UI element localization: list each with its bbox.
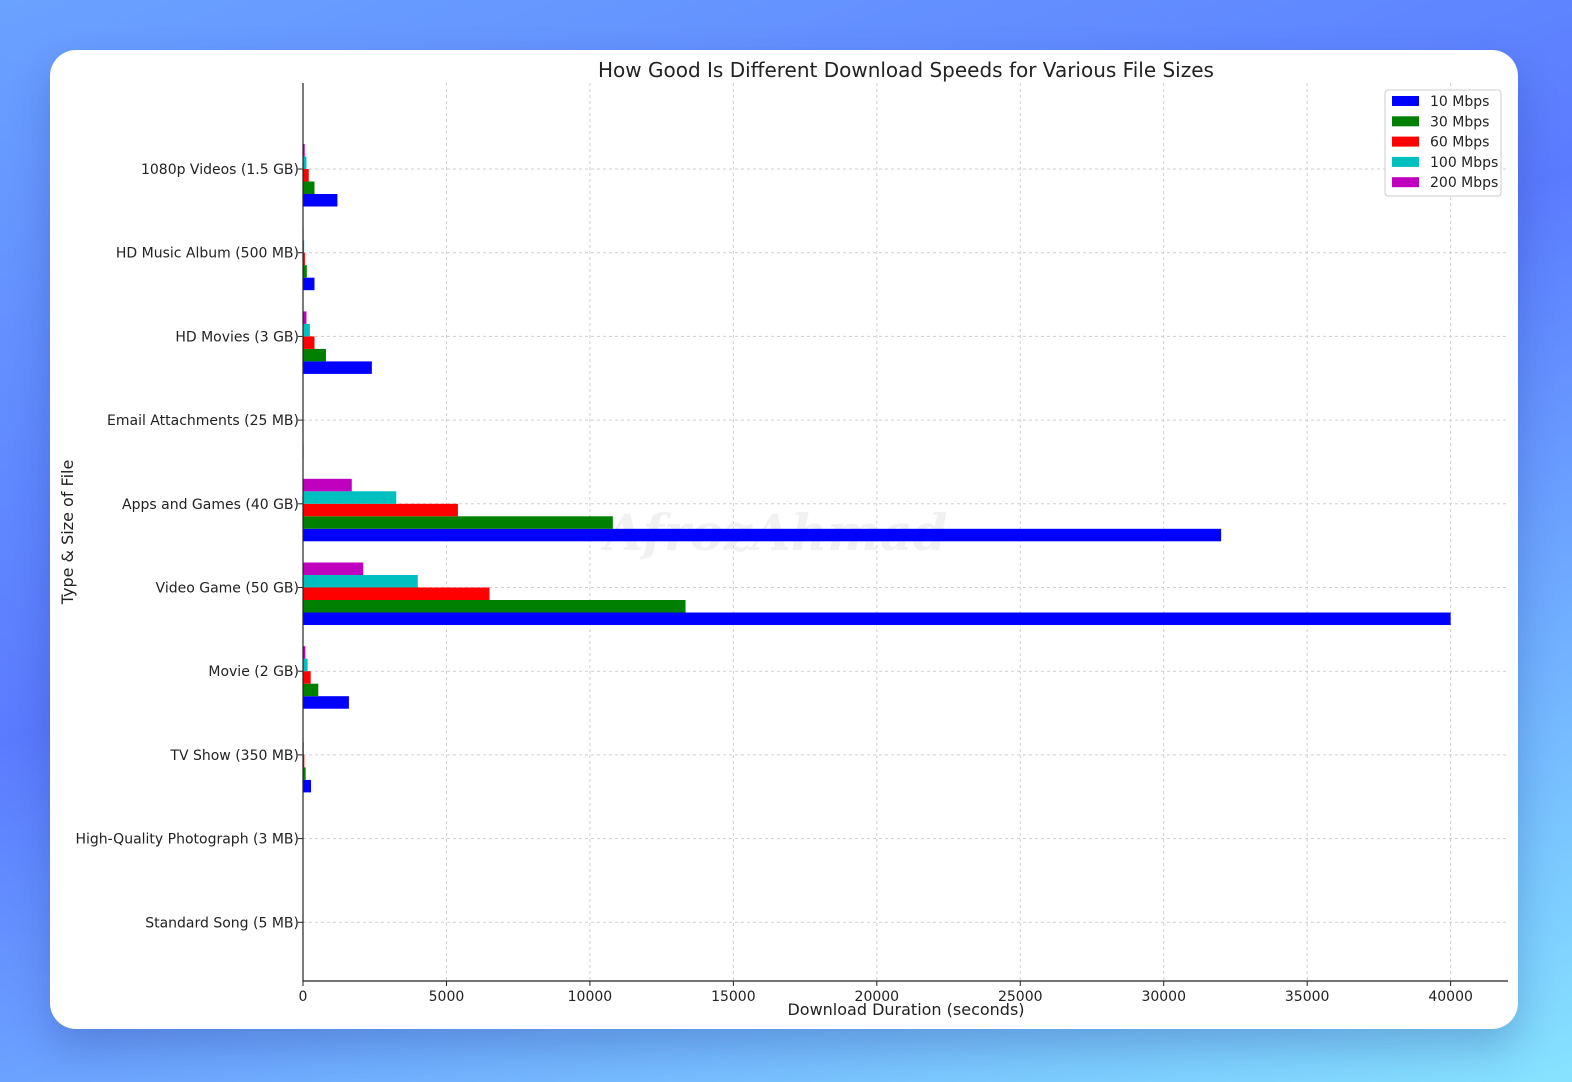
y-tick-label: Standard Song (5 MB) bbox=[145, 915, 299, 931]
bar bbox=[303, 361, 372, 374]
bar bbox=[303, 600, 686, 613]
bar bbox=[303, 181, 315, 194]
bar bbox=[303, 671, 311, 684]
bar bbox=[303, 658, 308, 672]
legend-label: 200 Mbps bbox=[1430, 175, 1498, 191]
y-tick-label: High-Quality Photograph (3 MB) bbox=[75, 832, 299, 848]
chart-card: AfrozAhmad 05000100001500020000250003000… bbox=[50, 50, 1518, 1029]
chart-title: How Good Is Different Download Speeds fo… bbox=[598, 58, 1214, 82]
legend-label: 10 Mbps bbox=[1430, 94, 1489, 110]
bar bbox=[303, 348, 326, 362]
bar bbox=[303, 169, 309, 182]
legend-label: 30 Mbps bbox=[1430, 114, 1489, 130]
x-tick-label: 5000 bbox=[429, 989, 465, 1005]
bar bbox=[303, 767, 306, 780]
bar bbox=[303, 144, 305, 157]
bar-chart: AfrozAhmad 05000100001500020000250003000… bbox=[58, 58, 1508, 1019]
y-tick-label: Apps and Games (40 GB) bbox=[122, 497, 299, 513]
y-axis-label: Type & Size of File bbox=[58, 460, 77, 606]
x-tick-label: 30000 bbox=[1141, 989, 1186, 1005]
grid-layer bbox=[302, 83, 1508, 981]
bar bbox=[303, 277, 315, 291]
y-tick-label: HD Movies (3 GB) bbox=[175, 329, 299, 345]
bar bbox=[303, 516, 613, 529]
bar bbox=[303, 587, 490, 600]
legend-label: 100 Mbps bbox=[1430, 155, 1498, 171]
bar bbox=[303, 779, 312, 793]
x-tick-label: 0 bbox=[299, 989, 308, 1005]
bar bbox=[303, 252, 305, 266]
y-tick-label: Email Attachments (25 MB) bbox=[107, 413, 299, 429]
bar bbox=[303, 336, 315, 349]
y-tick-label: HD Music Album (500 MB) bbox=[116, 246, 299, 262]
x-tick-label: 35000 bbox=[1285, 989, 1330, 1005]
legend-swatch bbox=[1392, 136, 1419, 147]
bar bbox=[303, 265, 307, 278]
bar bbox=[303, 754, 305, 768]
y-tick-label: Movie (2 GB) bbox=[208, 664, 299, 680]
bar bbox=[303, 683, 319, 697]
bar bbox=[303, 478, 352, 492]
x-tick-label: 10000 bbox=[568, 989, 613, 1005]
y-tick-label: 1080p Videos (1.5 GB) bbox=[141, 162, 299, 178]
legend-swatch bbox=[1392, 156, 1419, 167]
bar bbox=[303, 562, 364, 575]
bar bbox=[303, 311, 307, 324]
x-tick-label: 20000 bbox=[855, 989, 900, 1005]
legend-swatch bbox=[1392, 177, 1419, 188]
bars-layer bbox=[303, 144, 1451, 960]
bar bbox=[303, 194, 338, 207]
x-axis-label: Download Duration (seconds) bbox=[787, 1000, 1024, 1019]
y-tick-label: TV Show (350 MB) bbox=[169, 748, 299, 764]
bar bbox=[303, 528, 1222, 542]
legend-swatch bbox=[1392, 116, 1419, 127]
legend-swatch bbox=[1392, 96, 1419, 106]
bar bbox=[303, 696, 349, 709]
bar bbox=[303, 612, 1451, 625]
legend: 10 Mbps 30 Mbps 60 Mbps 100 Mbps 200 Mbps bbox=[1384, 89, 1502, 197]
bar bbox=[303, 491, 397, 504]
x-tick-label: 25000 bbox=[998, 989, 1043, 1005]
ticks-layer: 0 5000 10000 15000 20000 25000 30000 35000 40000… bbox=[75, 162, 1472, 1005]
x-tick-label: 15000 bbox=[711, 989, 756, 1005]
bar bbox=[303, 503, 458, 517]
bar bbox=[303, 646, 306, 659]
bar bbox=[303, 156, 307, 169]
bar bbox=[303, 575, 418, 588]
legend-label: 60 Mbps bbox=[1430, 135, 1489, 151]
y-tick-label: Video Game (50 GB) bbox=[156, 581, 299, 597]
x-tick-label: 40000 bbox=[1428, 989, 1473, 1005]
bar bbox=[303, 323, 310, 337]
